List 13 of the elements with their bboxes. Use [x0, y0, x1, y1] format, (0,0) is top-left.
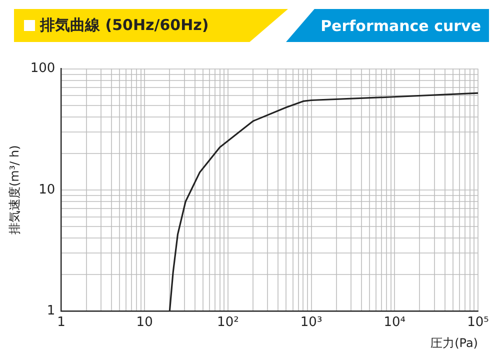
x-tick-label: 10²: [217, 315, 239, 330]
y-axis-title: 排気速度(m³/ h): [7, 145, 22, 235]
y-tick-label: 100: [30, 61, 56, 76]
x-axis-title: 圧力(Pa): [430, 336, 478, 350]
y-tick-label: 1: [46, 303, 56, 318]
x-tick-label: 10³: [300, 315, 322, 330]
y-tick-label: 10: [38, 182, 56, 198]
x-tick-label: 1: [57, 315, 66, 330]
chart-subtitle: Performance curve: [320, 16, 481, 34]
x-tick-label: 10: [136, 315, 153, 330]
x-tick-label: 10⁵: [467, 315, 489, 330]
chart-title: 排気曲線 (50Hz/60Hz): [40, 16, 209, 35]
x-tick-label: 10⁴: [384, 315, 406, 330]
